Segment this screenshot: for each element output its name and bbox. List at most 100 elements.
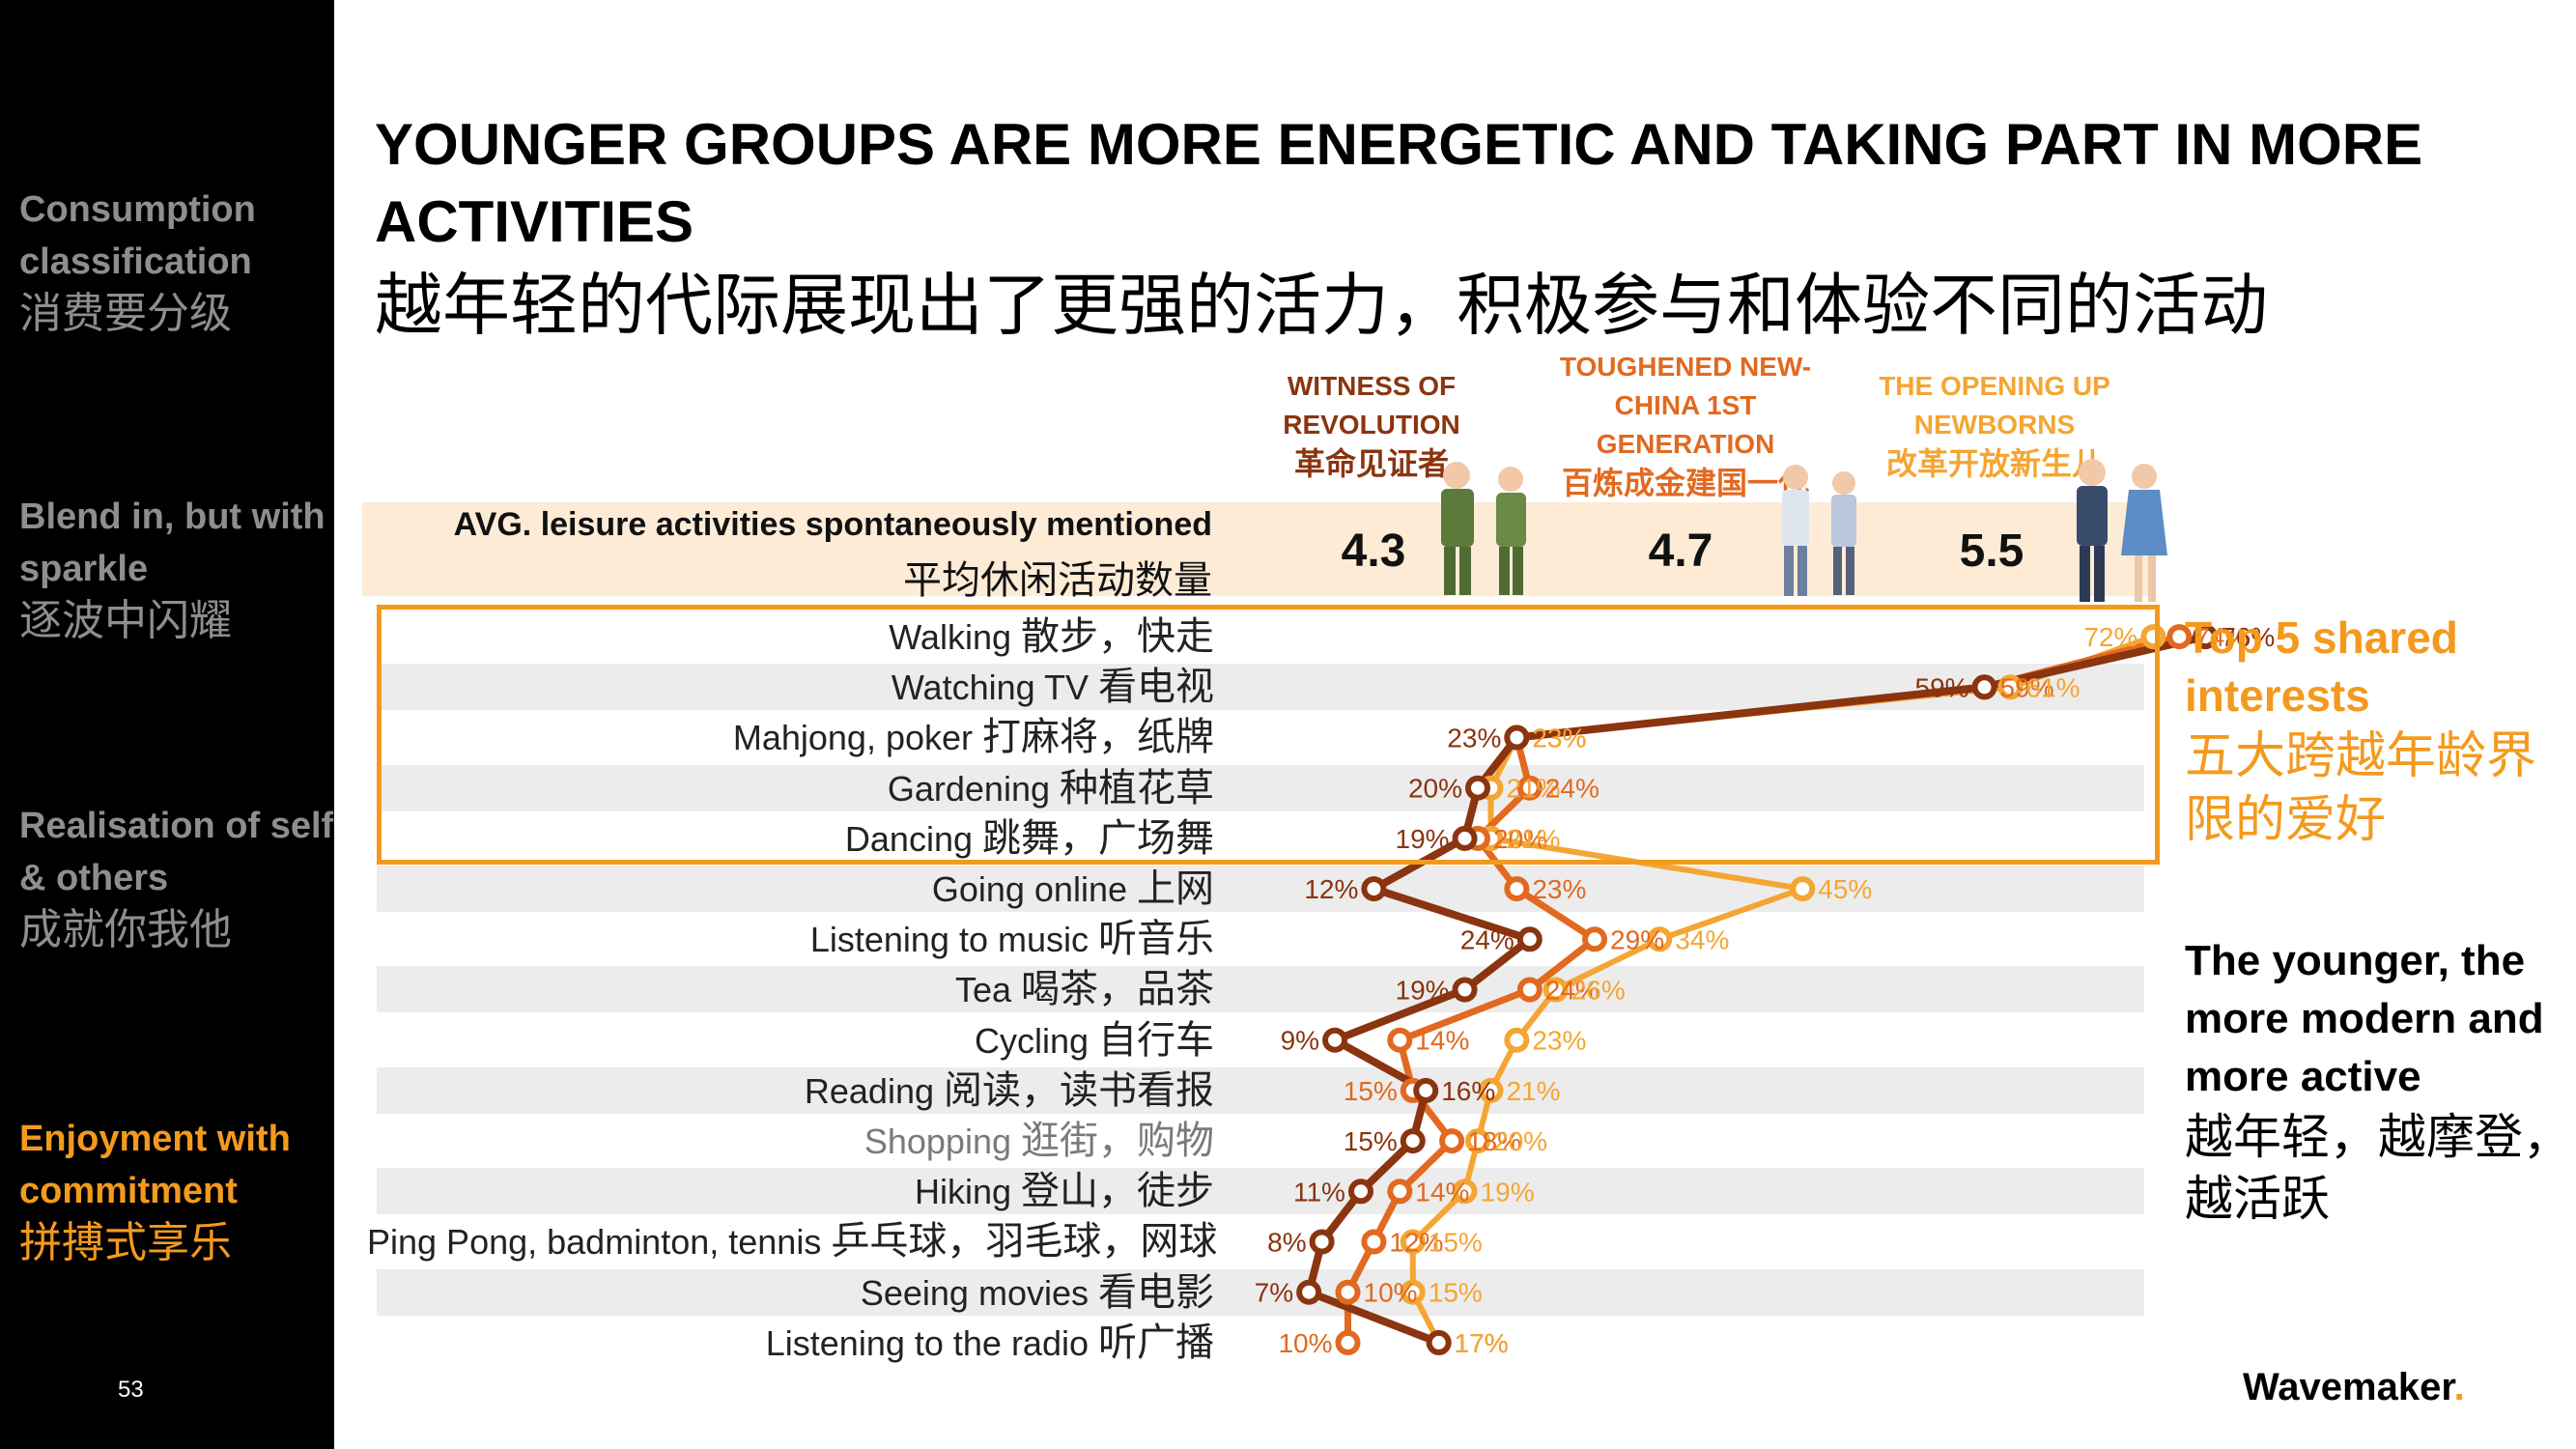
row-label-cn: 跳舞，广场舞 [982,816,1214,860]
row-label: Dancing 跳舞，广场舞 [367,813,1214,865]
series-new-china-value-label: 59% [2000,672,2054,702]
series-revolution-value-label: 23% [1447,724,1501,753]
series-revolution-value-label: 9% [1281,1026,1319,1056]
series-new-china-point [1516,977,1543,1003]
series-opening-up-value-label: 17% [1455,1328,1509,1358]
series-new-china-point [1387,1027,1413,1053]
series-revolution-value-label: 59% [1915,672,1969,702]
generation-cn: 改革开放新生儿 [1885,446,2103,481]
series-opening-up-value-label: 45% [1818,874,1872,904]
series-opening-up-point [1790,876,1816,902]
series-revolution-point [1347,1179,1373,1205]
series-revolution-point [1452,977,1478,1003]
row-band [377,1268,2144,1316]
young-couple-illustration [2077,459,2167,602]
generation-header-revolution: WITNESS OF REVOLUTION 革命见证者 [1246,367,1497,483]
generation-header-opening-up: THE OPENING UP NEWBORNS 改革开放新生儿 [1850,367,2139,483]
series-new-china-point [1335,1279,1361,1305]
series-revolution-value-label: 11% [1293,1177,1345,1207]
row-label-cn: 登山，徒步 [1021,1170,1214,1213]
series-opening-up-value-label: 34% [1675,924,1729,954]
row-label-cn: 听广播 [1098,1321,1214,1364]
avg-activities-label: AVG. leisure activities spontaneously me… [453,506,1212,543]
row-label-en: Mahjong, poker [732,718,982,758]
section-en: Enjoyment with commitment [19,1119,291,1211]
row-label: Reading 阅读，读书看报 [367,1065,1214,1117]
series-revolution-value-label: 12% [1304,874,1358,904]
series-opening-up-value-label: 72% [2083,622,2137,652]
row-label-cn: 散步，快走 [1021,615,1214,658]
series-opening-up-point [1647,926,1673,952]
avg-value-revolution: 4.3 [1341,526,1406,577]
sidebar-section-blend-in[interactable]: Blend in, but with sparkle 逐波中闪耀 [19,491,334,647]
series-new-china-value-label: 10% [1364,1278,1418,1308]
sidebar: Consumption classification 消费要分级 Blend i… [0,0,334,1449]
sidebar-section-realisation[interactable]: Realisation of self & others 成就你我他 [19,800,334,956]
series-new-china-point [1439,1128,1465,1154]
series-revolution-point [1400,1128,1426,1154]
row-label-cn: 看电视 [1098,666,1214,709]
series-new-china-value-label: 24% [1545,976,1599,1006]
generation-en: WITNESS OF REVOLUTION [1283,371,1460,440]
series-revolution-point [1504,724,1530,751]
younger-callout-en: The younger, the more modern and more ac… [2185,937,2544,1100]
series-revolution-point [1309,1229,1335,1255]
series-new-china-point [2166,624,2193,650]
series-opening-up-point [1465,1128,1490,1154]
sidebar-section-enjoyment[interactable]: Enjoyment with commitment 拼搏式享乐 [19,1113,334,1269]
section-cn: 消费要分级 [19,290,232,337]
series-opening-up-point [1400,1229,1426,1255]
page-title-cn: 越年轻的代际展现出了更强的活力，积极参与和体验不同的活动 [375,268,2268,343]
row-label: Watching TV 看电视 [367,662,1214,713]
row-label-en: Seeing movies [860,1272,1098,1313]
row-label-cn: 听音乐 [1098,918,1214,961]
row-label: Seeing movies 看电影 [367,1267,1214,1319]
series-opening-up-point [1997,674,2024,700]
series-opening-up-point [1452,1179,1478,1205]
row-label: Listening to the radio 听广播 [367,1318,1214,1369]
row-band [377,1168,2144,1215]
row-label-en: Shopping [863,1122,1021,1161]
generation-header-new-china: TOUGHENED NEW-CHINA 1ST GENERATION 百炼成金建… [1541,348,1830,502]
younger-callout: The younger, the more modern and more ac… [2185,932,2571,1230]
series-opening-up-value-label: 20% [1493,1126,1547,1156]
row-label-cn: 上网 [1137,867,1214,910]
sidebar-section-consumption[interactable]: Consumption classification 消费要分级 [19,184,334,340]
row-label-cn: 自行车 [1098,1018,1214,1062]
row-label: Walking 散步，快走 [367,611,1214,663]
avg-value-opening-up: 5.5 [1959,526,2024,577]
row-label-en: Going online [931,869,1137,909]
worker-figures-illustration [1782,465,1856,596]
row-label-en: Ping Pong, badminton, tennis [367,1222,832,1263]
row-label-en: Hiking [914,1172,1021,1212]
row-label-cn: 看电影 [1098,1270,1214,1314]
row-band [377,966,2144,1013]
row-label-en: Tea [954,970,1021,1010]
series-revolution-point [1971,674,1997,700]
series-new-china-value-label: 23% [1532,724,1586,753]
series-new-china-value-label: 24% [1545,774,1599,804]
row-band [377,866,2144,912]
series-revolution-value-label: 76% [2221,622,2275,652]
section-en: Blend in, but with sparkle [19,497,326,589]
generation-cn: 百炼成金建国一代 [1561,466,1809,500]
row-label-en: Walking [889,617,1021,657]
row-label-cn: 打麻将，纸牌 [982,716,1214,759]
series-revolution-value-label: 20% [1408,774,1462,804]
generation-cn: 革命见证者 [1293,446,1449,481]
series-new-china-value-label: 18% [1467,1126,1521,1156]
series-new-china-value-label: 10% [1278,1328,1332,1358]
row-label: Gardening 种植花草 [367,763,1214,814]
row-label: Mahjong, poker 打麻将，纸牌 [367,712,1214,763]
series-new-china-value-label: 14% [1415,1026,1469,1056]
top5-callout-en: Top 5 shared interests [2185,612,2458,721]
soldier-figures-illustration [1441,462,1526,595]
series-opening-up-point [1504,1027,1530,1053]
series-new-china-point [1582,926,1608,952]
section-cn: 拼搏式享乐 [19,1219,232,1266]
row-label: Ping Pong, badminton, tennis 乒乓球，羽毛球，网球 [367,1216,1217,1267]
series-revolution-value-label: 24% [1460,924,1514,954]
page-title: YOUNGER GROUPS ARE MORE ENERGETIC AND TA… [375,112,2423,254]
series-new-china-value-label: 15% [1344,1076,1398,1106]
row-label: Hiking 登山，徒步 [367,1166,1214,1217]
